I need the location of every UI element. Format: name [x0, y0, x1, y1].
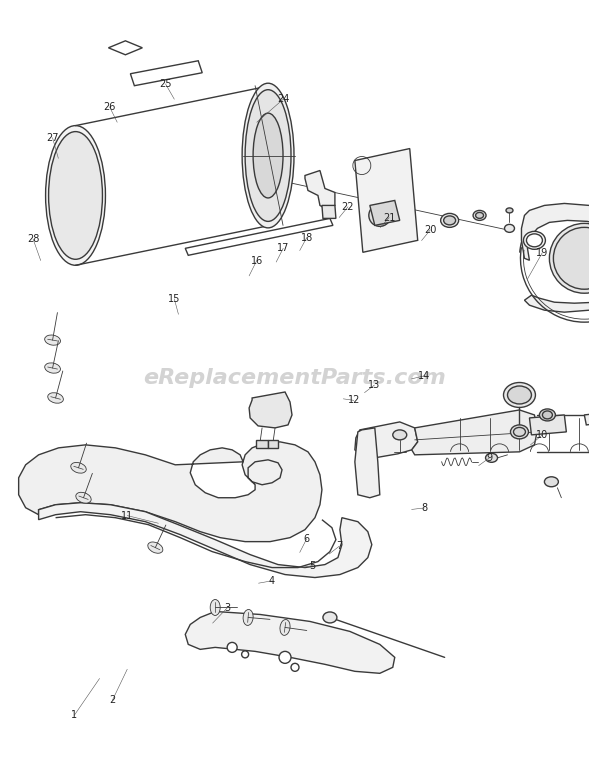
Ellipse shape: [549, 223, 590, 293]
Ellipse shape: [227, 642, 237, 652]
Text: 9: 9: [486, 453, 492, 463]
Polygon shape: [412, 410, 537, 455]
Ellipse shape: [71, 463, 86, 473]
Text: 16: 16: [251, 256, 263, 266]
Polygon shape: [185, 219, 333, 256]
Text: 13: 13: [368, 380, 381, 390]
Text: 1: 1: [71, 710, 77, 720]
Text: 26: 26: [103, 102, 116, 112]
Polygon shape: [355, 422, 418, 458]
Polygon shape: [305, 170, 335, 209]
Ellipse shape: [245, 89, 291, 222]
Text: 20: 20: [424, 225, 437, 235]
Text: 4: 4: [268, 576, 274, 586]
Ellipse shape: [393, 430, 407, 440]
Polygon shape: [370, 200, 400, 226]
Ellipse shape: [242, 651, 248, 658]
Ellipse shape: [279, 651, 291, 663]
Polygon shape: [130, 61, 202, 85]
Ellipse shape: [444, 216, 455, 225]
Ellipse shape: [545, 477, 558, 487]
Ellipse shape: [242, 83, 294, 228]
Ellipse shape: [510, 425, 529, 439]
Text: 11: 11: [121, 511, 133, 521]
Ellipse shape: [504, 224, 514, 233]
Ellipse shape: [542, 411, 552, 419]
Polygon shape: [109, 41, 142, 55]
Text: 3: 3: [224, 603, 230, 613]
Text: 5: 5: [310, 561, 316, 571]
Text: 28: 28: [27, 234, 40, 244]
Ellipse shape: [45, 126, 106, 266]
Ellipse shape: [513, 427, 526, 437]
Text: 19: 19: [536, 248, 548, 258]
Ellipse shape: [45, 363, 60, 373]
Ellipse shape: [506, 208, 513, 213]
Ellipse shape: [486, 454, 497, 462]
Ellipse shape: [526, 234, 542, 247]
Text: 25: 25: [159, 79, 172, 89]
Text: eReplacementParts.com: eReplacementParts.com: [143, 368, 447, 388]
Text: 2: 2: [109, 695, 116, 705]
Ellipse shape: [48, 132, 103, 259]
Polygon shape: [268, 440, 278, 448]
Ellipse shape: [253, 113, 283, 198]
Text: 10: 10: [536, 430, 548, 440]
Polygon shape: [38, 503, 372, 578]
Text: 6: 6: [304, 534, 310, 544]
Text: 27: 27: [46, 132, 59, 142]
Text: 15: 15: [168, 294, 181, 304]
Text: 17: 17: [277, 243, 290, 253]
Ellipse shape: [76, 492, 91, 503]
Text: 7: 7: [336, 541, 342, 551]
Text: 24: 24: [277, 94, 290, 104]
Ellipse shape: [476, 213, 484, 219]
Text: 12: 12: [348, 395, 360, 405]
Text: 18: 18: [301, 233, 313, 243]
Text: 21: 21: [383, 213, 395, 223]
Ellipse shape: [291, 663, 299, 671]
Ellipse shape: [280, 620, 290, 635]
Polygon shape: [256, 440, 268, 448]
Ellipse shape: [369, 204, 391, 226]
Ellipse shape: [45, 335, 61, 345]
Ellipse shape: [553, 227, 590, 290]
Ellipse shape: [148, 542, 163, 554]
Polygon shape: [355, 149, 418, 253]
Ellipse shape: [507, 386, 532, 404]
Text: 8: 8: [421, 503, 428, 513]
Polygon shape: [355, 428, 380, 497]
Ellipse shape: [48, 393, 63, 403]
Ellipse shape: [503, 383, 536, 407]
Ellipse shape: [210, 600, 220, 615]
Text: 14: 14: [418, 371, 431, 381]
Polygon shape: [584, 400, 590, 425]
Polygon shape: [529, 415, 566, 435]
Polygon shape: [19, 442, 322, 541]
Polygon shape: [185, 611, 395, 673]
Text: 22: 22: [342, 202, 354, 212]
Polygon shape: [322, 206, 336, 219]
Ellipse shape: [441, 213, 458, 227]
Ellipse shape: [539, 409, 555, 421]
Polygon shape: [522, 203, 590, 312]
Ellipse shape: [243, 610, 253, 625]
Ellipse shape: [523, 231, 545, 249]
Polygon shape: [249, 392, 292, 428]
Ellipse shape: [473, 210, 486, 220]
Ellipse shape: [323, 612, 337, 623]
